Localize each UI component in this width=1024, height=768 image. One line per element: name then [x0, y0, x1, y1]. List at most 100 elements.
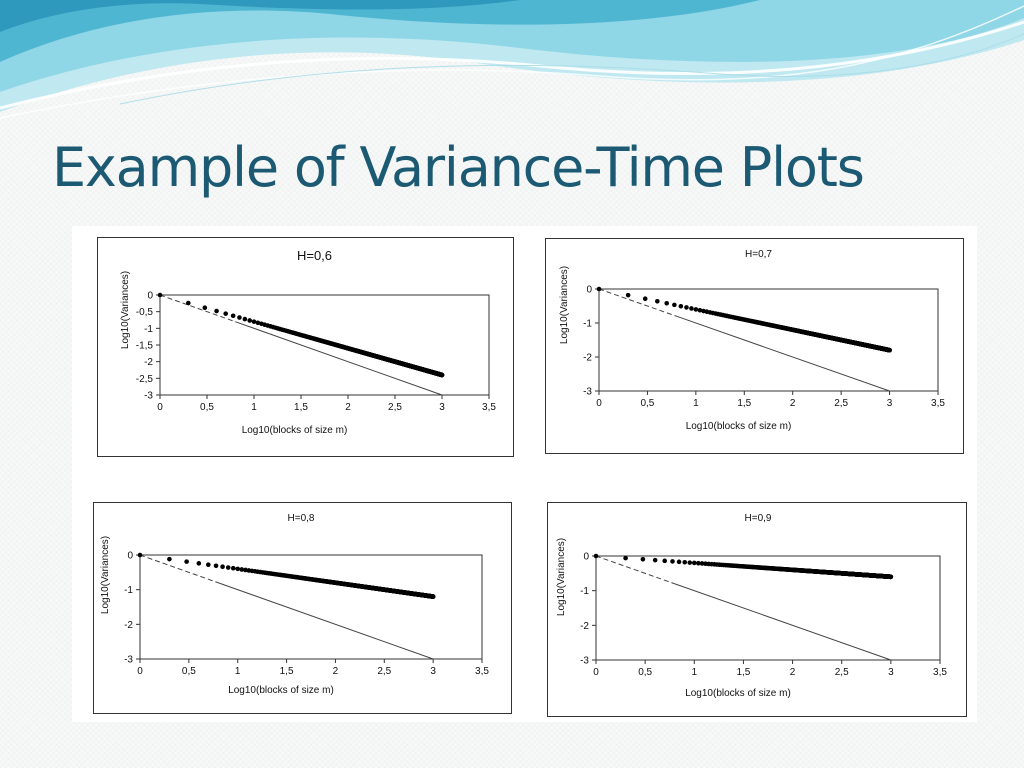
x-tick-label: 2,5: [388, 402, 402, 413]
chart-panel-h09: H=0,9 0 0,5 1 1,5 2 2,5 3 3,5 0 -1 -2 -3 Log10(blocks…: [547, 502, 967, 717]
x-tick-label: 1,5: [280, 666, 294, 677]
x-axis-label: Log10(blocks of size m): [228, 685, 334, 696]
x-tick-label: 1,5: [736, 667, 750, 678]
chart-h07: H=0,7 0 0,5 1 1,5 2 2,5 3 3,5 0 -1 -2 -3 Log10(blocks…: [559, 249, 945, 432]
y-tick-label: -2: [144, 357, 153, 368]
y-axis-label: Log10(Variances): [120, 271, 131, 349]
x-tick-label: 0,5: [182, 666, 196, 677]
reference-line: [676, 315, 890, 392]
data-point: [596, 286, 602, 292]
data-point: [888, 574, 894, 580]
y-tick-label: 0: [127, 551, 133, 562]
reference-line: [218, 582, 434, 660]
data-point: [251, 319, 257, 324]
data-point: [213, 563, 219, 569]
x-axis-label: Log10(blocks of size m): [686, 421, 792, 432]
plot-area: [598, 288, 939, 392]
y-tick-label: -1,5: [136, 341, 154, 352]
y-tick-label: -1: [144, 324, 153, 335]
reference-line: [235, 321, 443, 396]
chart-panel-h06: H=0,6 0 0,5 1 1,5 2 2,5 3 3,5 0 -0,5 -1 -1,5 -2 -2,5 -3…: [97, 237, 514, 457]
x-tick-label: 3,5: [475, 666, 489, 677]
data-point: [689, 306, 694, 311]
x-tick-label: 3,5: [933, 667, 947, 678]
data-point: [239, 567, 245, 572]
plot-area: [139, 554, 483, 660]
data-point: [696, 560, 701, 566]
chart-h08: H=0,8 0 0,5 1 1,5 2 2,5 3 3,5 0 -1 -2 -3 Log10(blocks…: [100, 513, 489, 696]
data-point: [196, 561, 202, 566]
x-axis-label: Log10(blocks of size m): [242, 425, 348, 436]
data-point: [672, 302, 677, 308]
y-axis-label: Log10(Variances): [556, 538, 567, 616]
y-tick-label: -3: [583, 387, 592, 398]
data-point: [255, 320, 261, 326]
data-point: [137, 552, 143, 558]
y-tick-label: -1: [580, 586, 589, 597]
x-tick-label: 1: [235, 666, 241, 677]
x-tick-label: 3: [887, 398, 893, 409]
reference-line-dashed: [139, 554, 219, 584]
reference-line-dashed: [595, 555, 675, 585]
data-series: [137, 552, 436, 599]
x-tick-label: 2: [790, 398, 796, 409]
x-tick-label: 0,5: [638, 667, 652, 678]
data-point: [167, 556, 172, 562]
data-point: [623, 555, 628, 561]
data-point: [223, 311, 228, 316]
y-tick-label: -2: [580, 621, 589, 632]
x-tick-label: 3: [888, 667, 894, 678]
data-point: [699, 561, 705, 566]
y-tick-label: -2,5: [136, 374, 154, 385]
x-axis-label: Log10(blocks of size m): [685, 688, 791, 699]
y-axis-label: Log10(Variances): [100, 536, 111, 614]
x-tick-label: 2,5: [377, 666, 391, 677]
data-point: [642, 296, 648, 302]
plot-area: [595, 555, 941, 661]
data-point: [220, 564, 225, 570]
data-point: [640, 557, 646, 562]
data-point: [670, 559, 675, 564]
data-point: [430, 594, 436, 599]
chart-title: H=0,7: [745, 249, 772, 260]
data-point: [691, 560, 697, 566]
y-tick-label: -3: [580, 656, 589, 667]
y-tick-label: -1: [583, 319, 592, 330]
data-point: [652, 557, 658, 563]
data-point: [439, 372, 445, 378]
x-tick-label: 0,5: [200, 402, 214, 413]
y-tick-label: 0: [586, 285, 592, 296]
x-tick-label: 1: [693, 398, 699, 409]
data-point: [186, 300, 191, 306]
chart-title: H=0,6: [297, 248, 332, 263]
y-axis-label: Log10(Variances): [559, 266, 570, 344]
data-point: [687, 560, 693, 565]
x-tick-label: 0: [137, 666, 143, 677]
chart-panel-h07: H=0,7 0 0,5 1 1,5 2 2,5 3 3,5 0 -1 -2 -3 Log10(blocks…: [545, 238, 964, 454]
x-tick-label: 0: [593, 667, 599, 678]
reference-line: [674, 583, 892, 661]
x-tick-label: 0,5: [640, 398, 654, 409]
data-point: [662, 558, 667, 564]
x-tick-label: 3: [430, 666, 436, 677]
data-point: [593, 553, 599, 559]
x-tick-label: 1,5: [294, 402, 308, 413]
x-tick-label: 3,5: [931, 398, 945, 409]
data-point: [237, 315, 242, 320]
reference-line-dashed: [159, 294, 236, 323]
chart-h09: H=0,9 0 0,5 1 1,5 2 2,5 3 3,5 0 -1 -2 -3 Log10(blocks…: [556, 513, 947, 699]
x-tick-label: 2: [345, 402, 351, 413]
y-tick-label: 0: [147, 291, 153, 302]
data-point: [202, 305, 208, 311]
x-tick-label: 2: [790, 667, 796, 678]
x-tick-label: 3: [439, 402, 445, 413]
data-point: [697, 307, 703, 313]
data-point: [184, 559, 189, 564]
x-tick-label: 1: [251, 402, 257, 413]
x-tick-label: 0: [596, 398, 602, 409]
data-point: [247, 318, 252, 323]
data-series: [596, 286, 892, 353]
chart-title: H=0,8: [288, 513, 315, 524]
x-tick-label: 1,5: [737, 398, 751, 409]
chart-panel-h08: H=0,8 0 0,5 1 1,5 2 2,5 3 3,5 0 -1 -2 -3 Log10(blocks…: [93, 502, 512, 714]
